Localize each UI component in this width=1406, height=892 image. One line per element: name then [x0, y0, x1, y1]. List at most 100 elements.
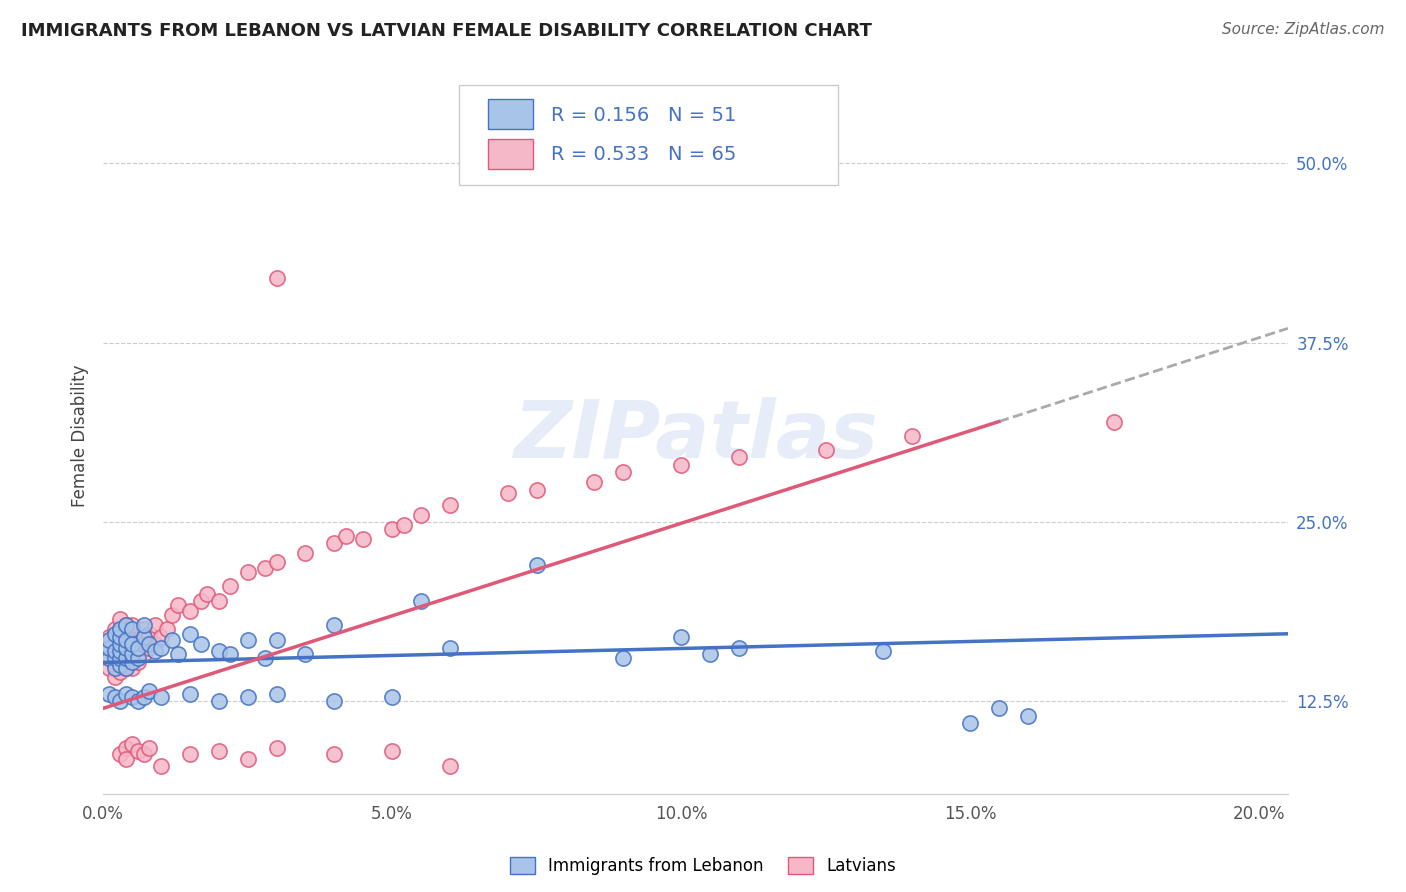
Point	[987, 701, 1010, 715]
Point	[323, 747, 346, 762]
Point	[179, 604, 201, 618]
Point	[612, 465, 634, 479]
Point	[496, 486, 519, 500]
Point	[138, 641, 160, 656]
Point	[208, 744, 231, 758]
FancyBboxPatch shape	[458, 85, 838, 185]
Point	[612, 651, 634, 665]
Point	[127, 644, 149, 658]
Point	[526, 558, 548, 572]
Point	[110, 630, 132, 644]
Point	[149, 630, 172, 644]
Point	[266, 741, 288, 756]
Point	[814, 443, 837, 458]
Point	[699, 647, 721, 661]
Point	[127, 651, 149, 665]
Point	[381, 522, 404, 536]
Point	[121, 690, 143, 704]
Point	[236, 690, 259, 704]
Point	[266, 687, 288, 701]
Point	[121, 647, 143, 661]
Point	[727, 641, 749, 656]
Point	[167, 647, 190, 661]
Point	[179, 747, 201, 762]
Point	[190, 594, 212, 608]
Point	[439, 758, 461, 772]
Point	[115, 630, 138, 644]
Point	[162, 608, 184, 623]
Point	[110, 623, 132, 637]
Point	[236, 565, 259, 579]
Point	[266, 271, 288, 285]
Point	[132, 637, 155, 651]
Point	[104, 627, 127, 641]
Point	[121, 651, 143, 665]
Point	[208, 694, 231, 708]
Point	[110, 747, 132, 762]
Point	[110, 644, 132, 658]
Point	[110, 623, 132, 637]
Point	[901, 429, 924, 443]
Point	[97, 641, 120, 656]
Point	[195, 587, 218, 601]
Point	[110, 637, 132, 651]
Point	[179, 627, 201, 641]
Point	[149, 758, 172, 772]
Point	[219, 647, 242, 661]
Point	[110, 665, 132, 680]
Point	[115, 651, 138, 665]
Point	[409, 594, 432, 608]
Point	[143, 637, 166, 651]
Point	[115, 641, 138, 656]
Point	[179, 687, 201, 701]
Point	[115, 651, 138, 665]
Point	[138, 741, 160, 756]
Point	[669, 630, 692, 644]
Point	[110, 641, 132, 656]
Point	[208, 644, 231, 658]
Point	[115, 661, 138, 675]
Point	[97, 687, 120, 701]
Point	[110, 612, 132, 626]
Point	[97, 651, 120, 665]
Point	[381, 744, 404, 758]
Point	[439, 498, 461, 512]
Point	[110, 658, 132, 673]
Point	[1104, 415, 1126, 429]
Point	[253, 561, 276, 575]
Point	[115, 641, 138, 656]
Point	[439, 641, 461, 656]
Point	[323, 694, 346, 708]
Point	[138, 627, 160, 641]
FancyBboxPatch shape	[488, 99, 533, 128]
Point	[121, 656, 143, 670]
Point	[121, 661, 143, 675]
Point	[335, 529, 357, 543]
Point	[127, 694, 149, 708]
Point	[138, 637, 160, 651]
Point	[115, 661, 138, 675]
Point	[132, 747, 155, 762]
Point	[669, 458, 692, 472]
Point	[143, 644, 166, 658]
Point	[1017, 708, 1039, 723]
Point	[352, 532, 374, 546]
Point	[138, 684, 160, 698]
Point	[727, 450, 749, 465]
Point	[121, 637, 143, 651]
Point	[110, 658, 132, 673]
Point	[104, 670, 127, 684]
Point	[127, 656, 149, 670]
Point	[127, 632, 149, 647]
Point	[162, 632, 184, 647]
Point	[127, 641, 149, 656]
Point	[97, 630, 120, 644]
Point	[104, 647, 127, 661]
Legend: Immigrants from Lebanon, Latvians: Immigrants from Lebanon, Latvians	[501, 849, 905, 884]
Point	[132, 630, 155, 644]
Point	[132, 690, 155, 704]
Point	[97, 632, 120, 647]
Point	[104, 623, 127, 637]
Point	[392, 517, 415, 532]
Point	[115, 618, 138, 632]
